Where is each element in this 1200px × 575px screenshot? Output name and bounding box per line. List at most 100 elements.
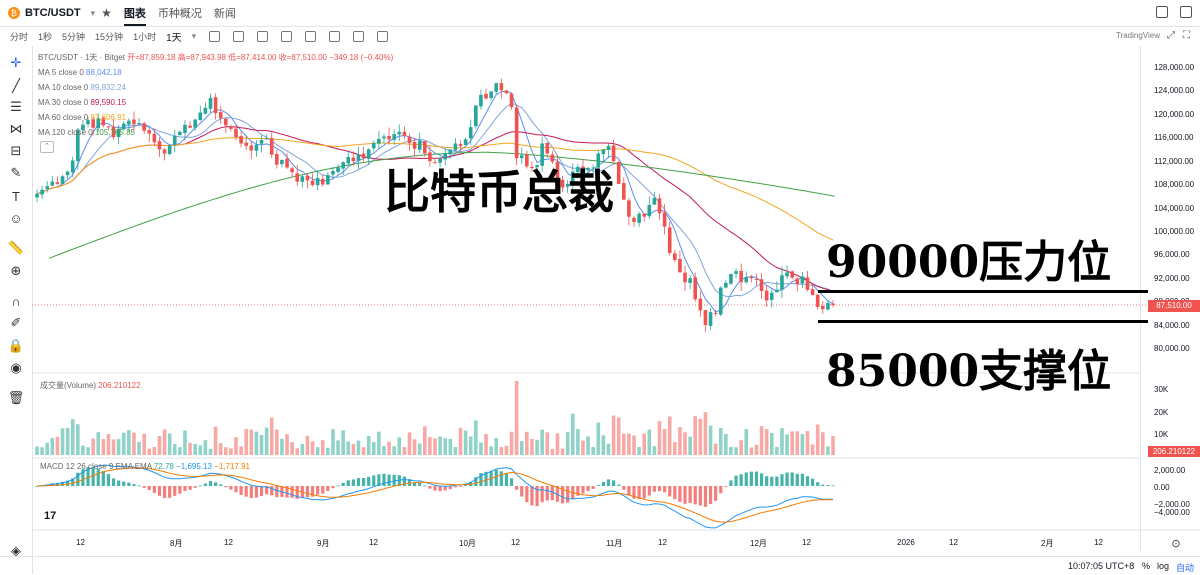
emoji-icon[interactable]: ☺ (9, 210, 23, 226)
crosshair-icon[interactable]: ✛ (10, 55, 22, 70)
volume-bar (167, 433, 172, 455)
tab-chart[interactable]: 图表 (123, 5, 146, 26)
timeframe-1h[interactable]: 1小时 (133, 32, 157, 42)
ma5-label: MA 5 close 0 (38, 68, 84, 77)
macd-hist-bar (173, 486, 177, 496)
volume-bar (525, 431, 529, 455)
timeframe-15m[interactable]: 15分钟 (95, 32, 124, 42)
tab-news[interactable]: 新闻 (213, 8, 236, 20)
status-bar: 10:07:05 UTC+8 % log 自动 (0, 556, 1200, 575)
layers-icon[interactable]: ◈ (11, 543, 21, 558)
compare-icon[interactable] (281, 31, 293, 42)
camera-icon[interactable] (305, 31, 317, 42)
candle-body (611, 145, 616, 162)
gear-icon[interactable] (377, 31, 389, 42)
pattern-icon[interactable]: ⋈ (9, 121, 23, 136)
timeframe-1d[interactable]: 1天 (166, 33, 182, 44)
percent-toggle[interactable]: % (1142, 561, 1151, 571)
price-scale[interactable] (1140, 46, 1200, 550)
macd-line-value: −1,695.13 (176, 462, 212, 471)
fullscreen-icon[interactable] (1180, 6, 1192, 18)
volume-bar (422, 426, 427, 455)
log-toggle[interactable]: log (1157, 561, 1170, 571)
volume-bar (479, 442, 483, 455)
volume-bar (591, 446, 595, 455)
tradingview-label[interactable]: TradingView (1115, 31, 1160, 40)
volume-bar (693, 416, 698, 455)
trend-line-icon[interactable]: ╱ (12, 78, 20, 93)
auto-toggle[interactable]: 自动 (1176, 563, 1195, 573)
chevron-down-icon[interactable]: ▾ (90, 7, 96, 18)
macd-hist-bar (622, 486, 626, 490)
ruler-icon[interactable]: 📏 (7, 240, 25, 255)
star-icon[interactable]: ★ (101, 6, 112, 20)
macd-hist-bar (678, 486, 682, 502)
vol-axis-10k: 10K (1154, 430, 1169, 439)
lock-drawing-icon[interactable]: ✐ (10, 315, 22, 330)
notebook-icon[interactable] (1156, 6, 1168, 18)
volume-bar (70, 419, 75, 455)
macd-hist-bar (617, 484, 621, 486)
layout-icon[interactable] (257, 31, 269, 42)
volume-bar (428, 437, 432, 455)
volume-bar (530, 438, 534, 455)
maximize-icon[interactable]: ⛶ (1183, 30, 1190, 41)
settings-icon[interactable] (329, 31, 341, 42)
macd-axis-neg2000: −2,000.00 (1154, 500, 1190, 509)
clock[interactable]: 10:07:05 UTC+8 (1068, 561, 1135, 571)
candle-body (734, 271, 738, 274)
lock-icon[interactable]: 🔒 (7, 338, 25, 353)
candle-body (514, 107, 519, 159)
zoom-in-icon[interactable]: ⊕ (10, 263, 22, 278)
volume-bar (616, 417, 621, 455)
timeframe-5m[interactable]: 5分钟 (62, 32, 86, 42)
magnet-icon[interactable]: ∩ (11, 293, 21, 309)
candle-body (698, 298, 703, 311)
candle-body (65, 171, 70, 176)
timeframe-dropdown-icon[interactable]: ▾ (191, 31, 197, 41)
volume-bar (137, 441, 141, 455)
eye-icon[interactable]: ◉ (10, 360, 22, 375)
volume-bar (509, 431, 514, 455)
candle-body (800, 276, 805, 284)
macd-hist-bar (663, 486, 667, 493)
fib-icon[interactable]: ☰ (10, 99, 22, 114)
macd-hist-bar (530, 486, 534, 506)
macd-hist-bar (744, 472, 748, 486)
alert-icon[interactable] (353, 31, 365, 42)
candle-body (540, 143, 544, 166)
macd-hist-bar (392, 474, 396, 486)
reset-scale-icon[interactable]: ⊙ (1171, 537, 1181, 550)
tab-coin-overview[interactable]: 币种概况 (157, 8, 202, 20)
ma60-label: MA 60 close 0 (38, 113, 89, 122)
macd-hist-bar (795, 473, 799, 486)
indicators-icon[interactable] (233, 31, 245, 42)
expand-icon[interactable]: ⤢ (1167, 30, 1175, 41)
symbol-name[interactable]: BTC/USDT (25, 7, 81, 19)
volume-bar (254, 431, 259, 455)
macd-hist-bar (132, 484, 136, 486)
volume-bar (198, 445, 203, 455)
ma30-value: 89,590.15 (90, 98, 127, 107)
macd-hist-bar (137, 485, 141, 487)
candle-type-icon[interactable] (209, 31, 221, 42)
macd-hist-bar (504, 473, 509, 486)
collapse-legend-icon[interactable]: ⌃ (40, 141, 54, 153)
volume-bar (698, 418, 703, 455)
volume-bar (678, 427, 682, 455)
text-icon[interactable]: T (12, 188, 20, 204)
brush-icon[interactable]: ✎ (10, 165, 22, 180)
macd-hist-bar (341, 482, 345, 486)
timeframe-tick[interactable]: 分时 (10, 32, 29, 42)
price-axis-label: 84,000.00 (1154, 320, 1190, 330)
volume-bar (570, 413, 575, 455)
macd-hist-bar (152, 486, 156, 493)
forecast-icon[interactable]: ⊟ (10, 143, 22, 158)
candle-body (667, 227, 672, 253)
timeframe-1s[interactable]: 1秒 (38, 32, 53, 42)
macd-hist-bar (321, 486, 325, 494)
volume-bar (361, 447, 366, 455)
trash-icon[interactable]: 🗑 (7, 390, 25, 405)
volume-bar (775, 446, 779, 455)
